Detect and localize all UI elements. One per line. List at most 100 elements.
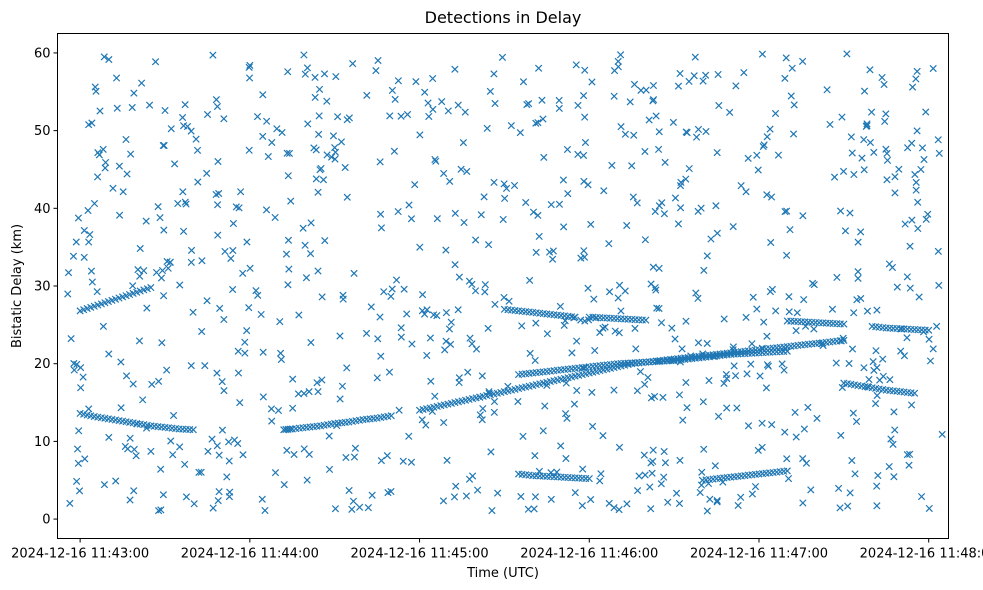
data-point [714,70,722,79]
data-point [399,457,407,465]
data-point [327,153,336,161]
data-point [901,220,909,228]
data-point [872,347,880,355]
data-point [640,380,649,389]
data-point [276,349,285,357]
data-point [912,178,920,187]
data-point [460,218,468,227]
data-point [443,456,451,465]
data-point [227,254,235,263]
data-point [383,451,391,460]
data-point [655,128,663,136]
data-point [348,505,356,513]
data-point [617,123,625,131]
data-point [385,368,394,376]
data-point [792,326,800,335]
y-axis: 0 10 20 30 40 50 60 [34,46,58,528]
data-point [280,481,288,489]
data-point [267,405,276,413]
data-point [647,280,655,288]
data-point [694,125,703,134]
data-point [225,457,233,465]
data-point [614,294,622,302]
data-point [312,175,320,183]
data-point [391,95,399,104]
data-point [676,204,685,212]
data-point [588,422,597,430]
data-point [485,388,493,396]
data-point [109,184,117,192]
data-point [350,269,358,278]
data-point [526,349,534,357]
data-point [478,372,486,380]
data-point [683,404,691,412]
data-point [189,426,197,434]
data-point [848,149,856,157]
data-point [190,500,198,508]
data-point [891,426,899,434]
data-point [646,483,654,491]
data-point [161,106,169,115]
data-point [860,136,868,144]
data-point [445,325,454,333]
data-point [425,112,433,121]
data-point [84,206,92,215]
data-point [561,410,570,418]
data-point [664,498,672,506]
data-point [562,379,570,387]
data-point [534,211,542,220]
data-point [676,182,685,190]
y-tick-label: 40 [34,202,51,217]
data-point [490,408,498,416]
data-point [287,197,295,205]
data-point [763,332,771,340]
data-point [64,268,73,277]
data-point [804,403,812,411]
data-point [455,273,464,281]
y-tick-label: 30 [34,280,51,295]
data-point [783,455,791,463]
data-point [547,201,555,209]
data-point [698,468,706,476]
data-point [519,432,527,440]
data-point [442,337,450,345]
data-point [119,188,127,196]
data-point [748,340,756,348]
data-point [142,217,150,225]
data-point [635,472,643,480]
data-point [374,335,382,343]
data-point [73,445,82,453]
data-point [555,96,563,105]
data-point [325,465,334,474]
data-point [844,502,852,510]
data-point [808,279,817,287]
data-point [316,166,324,174]
data-point [848,345,857,353]
data-point [349,497,358,505]
data-point [652,112,660,120]
data-point [926,357,935,365]
data-point [159,292,168,300]
data-point [690,72,698,80]
data-point [648,469,656,477]
data-point [312,146,320,154]
data-point [793,309,801,317]
data-point [72,477,81,485]
data-point [924,210,932,218]
data-point [214,231,222,239]
data-point [343,116,351,124]
data-point [729,343,738,351]
data-point [422,421,430,429]
data-point [117,404,125,412]
data-point [758,443,766,451]
data-point [224,438,233,446]
data-point [925,335,933,343]
data-point [608,161,616,169]
data-point [615,443,624,451]
data-point [245,63,253,71]
data-point [268,417,276,425]
data-point [781,74,789,82]
data-point [183,122,192,131]
data-point [879,355,887,363]
data-point [221,247,229,256]
